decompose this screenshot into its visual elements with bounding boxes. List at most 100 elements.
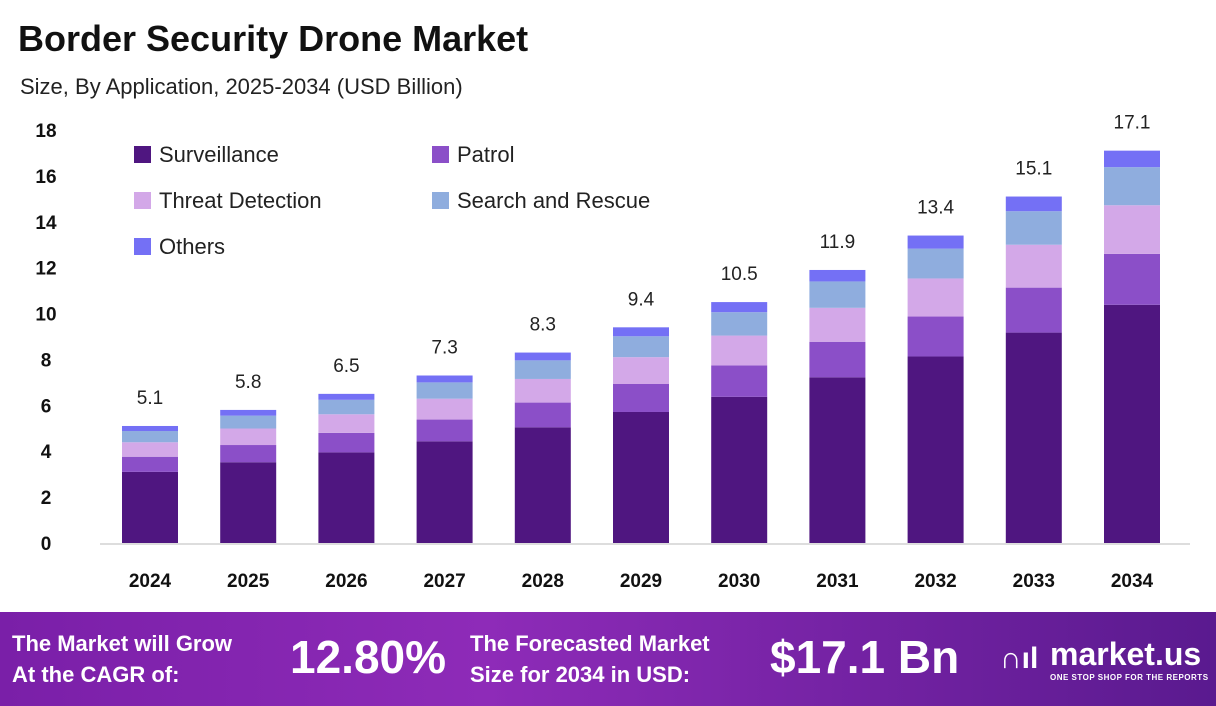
bar-segment-patrol xyxy=(711,365,768,397)
size-label-line2: Size for 2034 in USD: xyxy=(470,662,691,687)
x-tick-label: 2025 xyxy=(227,571,270,592)
x-tick-label: 2027 xyxy=(423,571,465,592)
y-tick-label: 12 xyxy=(35,259,56,280)
y-tick-label: 14 xyxy=(35,213,57,234)
total-label: 11.9 xyxy=(820,232,856,253)
total-label: 17.1 xyxy=(1114,113,1151,134)
bar-segment-surveillance xyxy=(1104,304,1160,543)
market-us-logo: ∩ıl market.us ONE STOP SHOP FOR THE REPO… xyxy=(1000,636,1209,682)
logo-text: market.us xyxy=(1050,636,1202,672)
bar-segment-threat-detection xyxy=(122,442,178,457)
bar-segment-others xyxy=(122,425,178,432)
x-tick-label: 2028 xyxy=(522,571,564,592)
total-label: 6.5 xyxy=(333,356,359,377)
y-tick-label: 2 xyxy=(41,488,52,509)
bar-segment-patrol xyxy=(1104,253,1160,305)
x-tick-label: 2031 xyxy=(816,571,859,592)
total-label: 7.3 xyxy=(431,338,457,359)
bar-segment-patrol xyxy=(613,383,669,412)
bar-segment-threat-detection xyxy=(220,428,277,446)
bar-segment-others xyxy=(220,409,277,416)
total-label: 9.4 xyxy=(628,289,655,310)
bar-segment-threat-detection xyxy=(711,335,768,366)
x-tick-label: 2024 xyxy=(129,571,172,592)
bar-segment-search-and-rescue xyxy=(711,312,768,336)
size-label-line1: The Forecasted Market xyxy=(470,631,710,656)
bar-segment-others xyxy=(1104,150,1160,168)
total-label: 15.1 xyxy=(1015,159,1052,180)
y-tick-label: 10 xyxy=(35,305,56,326)
bar-segment-surveillance xyxy=(907,356,964,543)
bar-segment-surveillance xyxy=(613,411,669,543)
legend-label: Others xyxy=(159,234,225,259)
total-label: 5.8 xyxy=(235,372,261,393)
total-label: 10.5 xyxy=(721,264,758,285)
cagr-label-line1: The Market will Grow xyxy=(12,631,233,656)
bar-segment-surveillance xyxy=(122,471,178,543)
bar-segment-threat-detection xyxy=(613,357,669,384)
bar-segment-others xyxy=(514,352,571,361)
chart-title: Border Security Drone Market xyxy=(18,18,529,59)
cagr-label: The Market will Grow At the CAGR of: xyxy=(12,628,232,690)
legend-label: Search and Rescue xyxy=(457,188,650,213)
bar-segment-threat-detection xyxy=(809,307,866,342)
bar-segment-others xyxy=(416,375,473,383)
bar-segment-patrol xyxy=(318,432,375,453)
bar-segment-patrol xyxy=(416,419,473,442)
x-tick-label: 2034 xyxy=(1111,571,1154,592)
legend-swatch xyxy=(432,192,449,209)
bar-segment-patrol xyxy=(809,341,866,378)
bar-segment-surveillance xyxy=(711,396,768,543)
bar-segment-others xyxy=(809,269,866,282)
bar-segment-patrol xyxy=(514,402,571,428)
bar-segment-surveillance xyxy=(220,462,277,543)
y-tick-label: 18 xyxy=(35,121,56,142)
bar-segment-search-and-rescue xyxy=(416,382,473,399)
bar-segment-others xyxy=(711,302,768,313)
y-tick-label: 6 xyxy=(41,396,52,417)
bar-segment-patrol xyxy=(907,316,964,357)
bar-segment-patrol xyxy=(220,445,277,463)
y-tick-label: 4 xyxy=(41,442,52,463)
x-tick-label: 2029 xyxy=(620,571,662,592)
bar-segment-surveillance xyxy=(809,377,866,543)
total-label: 5.1 xyxy=(137,388,163,409)
x-tick-label: 2030 xyxy=(718,571,760,592)
bar-segment-search-and-rescue xyxy=(613,336,669,358)
bar-segment-others xyxy=(318,393,375,400)
legend-label: Threat Detection xyxy=(159,188,322,213)
bar-segment-search-and-rescue xyxy=(318,399,375,415)
footer-banner: The Market will Grow At the CAGR of: 12.8… xyxy=(0,612,1216,706)
cagr-label-line2: At the CAGR of: xyxy=(12,662,180,687)
bar-segment-patrol xyxy=(1005,287,1062,333)
stacked-bar-chart: 0 2 4 6 8 10 12 14 16 18 5.1 2024 5.8 2025 6.5 2026 7.3 2… xyxy=(35,113,1190,592)
bar-segment-search-and-rescue xyxy=(122,431,178,443)
bar-segment-search-and-rescue xyxy=(1104,167,1160,206)
y-tick-label: 16 xyxy=(35,167,56,188)
bar-segment-patrol xyxy=(122,456,178,472)
legend-swatch xyxy=(134,146,151,163)
bar-segment-surveillance xyxy=(514,427,571,543)
bar-segment-surveillance xyxy=(416,441,473,543)
legend-label: Patrol xyxy=(457,142,514,167)
bar-segment-threat-detection xyxy=(318,414,375,433)
bar-segment-surveillance xyxy=(1005,332,1062,543)
y-tick-label: 0 xyxy=(41,534,52,555)
bar-segment-search-and-rescue xyxy=(514,360,571,379)
bar-segment-search-and-rescue xyxy=(809,281,866,308)
chart-subtitle: Size, By Application, 2025-2034 (USD Bil… xyxy=(20,74,463,99)
logo-tagline: ONE STOP SHOP FOR THE REPORTS xyxy=(1050,673,1209,682)
bar-segment-search-and-rescue xyxy=(907,248,964,279)
bar-segment-threat-detection xyxy=(1104,205,1160,254)
total-label: 8.3 xyxy=(530,315,556,336)
bar-segment-threat-detection xyxy=(514,378,571,403)
bar-segment-threat-detection xyxy=(1005,244,1062,288)
bar-segment-others xyxy=(613,327,669,337)
size-label: The Forecasted Market Size for 2034 in US… xyxy=(470,628,710,690)
size-value: $17.1 Bn xyxy=(770,631,960,683)
x-tick-label: 2026 xyxy=(325,571,367,592)
cagr-value: 12.80% xyxy=(290,631,447,683)
logo-icon: ∩ıl xyxy=(1000,642,1039,675)
x-tick-label: 2032 xyxy=(914,571,956,592)
bar-segment-search-and-rescue xyxy=(1005,211,1062,245)
